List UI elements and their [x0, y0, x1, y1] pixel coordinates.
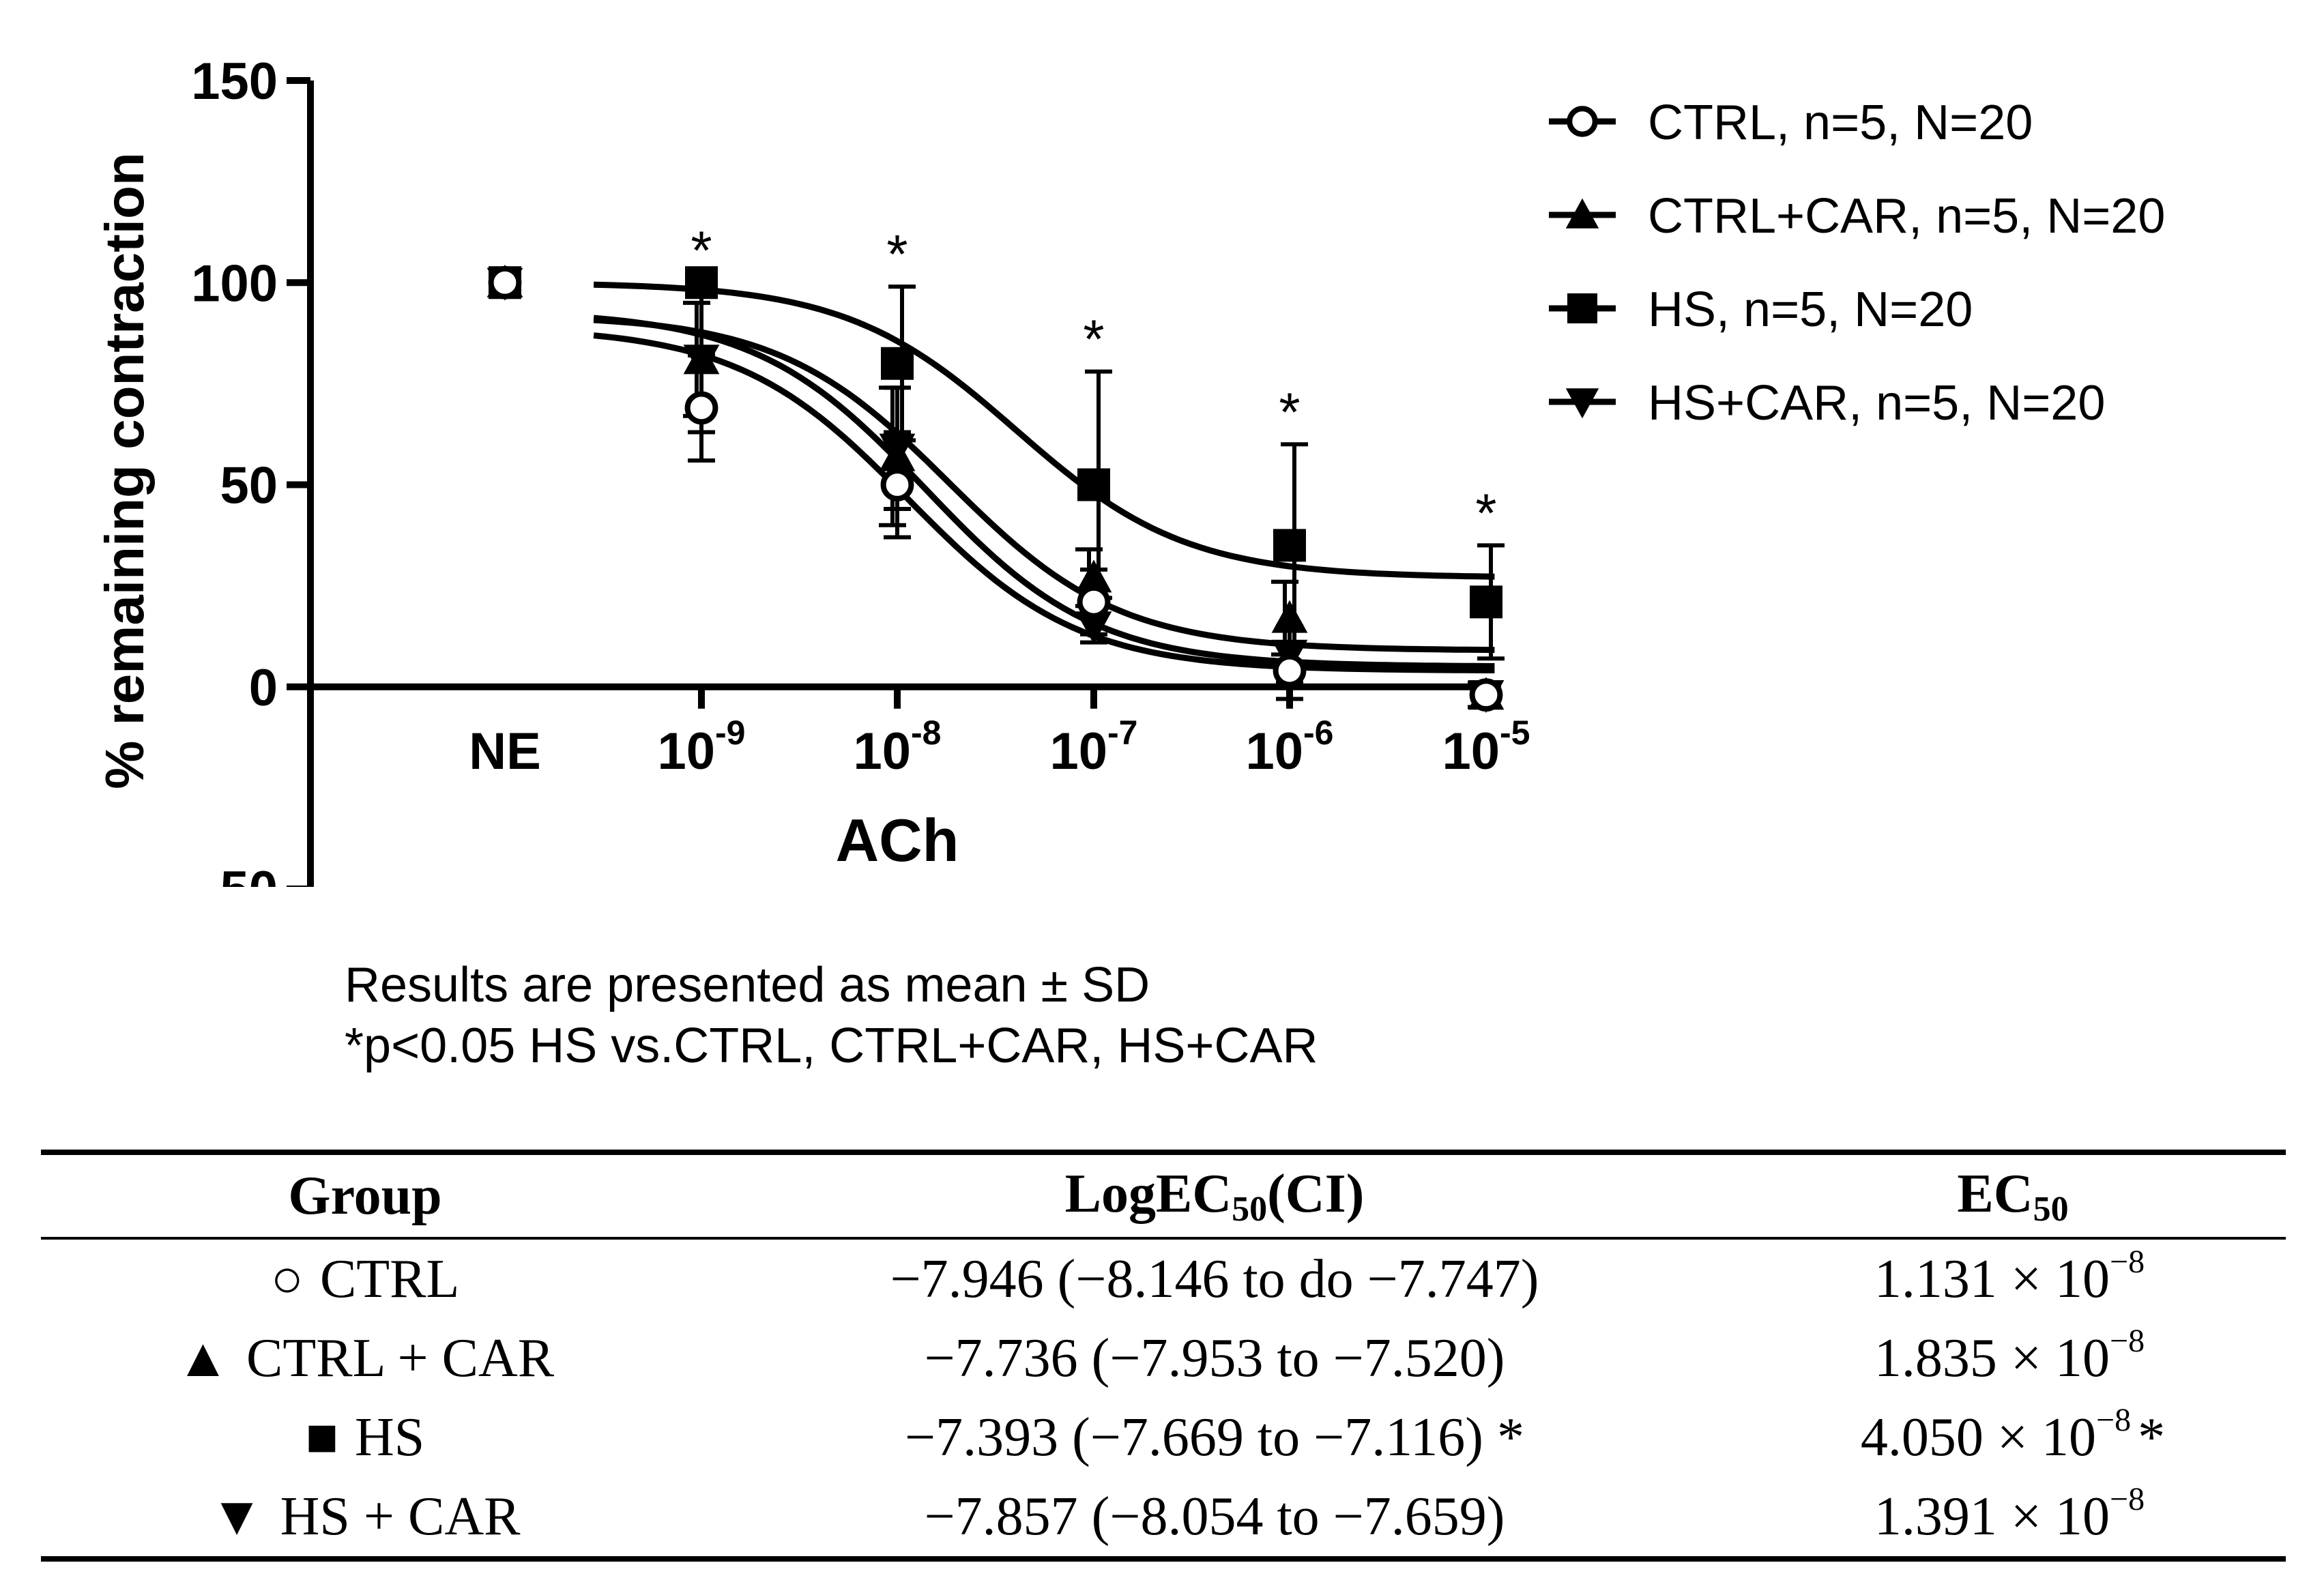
ec50-base: 1.131 × 10 — [1874, 1248, 2110, 1309]
ec50-table: Group LogEC50(CI) EC50 ○ CTRL −7.946 (−8.… — [41, 1150, 2286, 1562]
ec50-base: 1.391 × 10 — [1874, 1486, 2110, 1547]
ec50-exponent: −8 — [2110, 1480, 2145, 1517]
data-point-triangle-down — [683, 345, 720, 378]
cell-ec50: 1.835 × 10−8 — [1740, 1319, 2286, 1398]
note-line-1: Results are presented as mean ± SD — [345, 958, 1150, 1012]
triangle-up-icon: ▲ — [175, 1328, 231, 1388]
group-label: HS + CAR — [280, 1486, 521, 1547]
significance-star: * — [1279, 381, 1300, 442]
table-row: ▲ CTRL + CAR −7.736 (−7.953 to −7.520) 1.… — [41, 1319, 2286, 1398]
cell-logec50: −7.393 (−7.669 to −7.116) * — [905, 1407, 1524, 1467]
significance-star: * — [1083, 309, 1104, 370]
cell-logec50: −7.857 (−8.054 to −7.659) — [924, 1486, 1505, 1547]
cell-group: ■ HS — [41, 1398, 689, 1477]
ec50-base: 1.835 × 10 — [1874, 1328, 2110, 1388]
group-label: HS — [355, 1407, 425, 1467]
fit-curve — [593, 332, 1495, 673]
significance-star: * — [1475, 482, 1496, 543]
data-point-square — [1273, 529, 1306, 562]
fit-curve — [593, 281, 1495, 580]
significance-stars: * * * * * — [691, 220, 1496, 543]
table-row: ○ CTRL −7.946 (−8.146 to do −7.747) 1.131… — [41, 1238, 2286, 1319]
group-label: CTRL — [319, 1248, 460, 1309]
ec50-suffix: * — [2138, 1407, 2166, 1467]
cell-group: ▼ HS + CAR — [41, 1477, 689, 1559]
x-tick-label: NE — [469, 722, 541, 780]
cell-logec50: −7.736 (−7.953 to −7.520) — [924, 1328, 1505, 1388]
legend-marker-triangle-down — [1565, 388, 1599, 419]
legend-label: HS+CAR, n=5, N=20 — [1648, 376, 2105, 430]
table-row: ■ HS −7.393 (−7.669 to −7.116) * 4.050 × … — [41, 1398, 2286, 1477]
legend-label: CTRL, n=5, N=20 — [1648, 96, 2033, 150]
cell-group: ▲ CTRL + CAR — [41, 1319, 689, 1398]
cell-logec50: −7.946 (−8.146 to do −7.747) — [890, 1248, 1539, 1309]
header-ec50-prefix: EC — [1957, 1163, 2033, 1224]
fit-curve — [593, 315, 1495, 669]
legend-label: HS, n=5, N=20 — [1648, 282, 1973, 337]
x-axis-title: ACh — [836, 806, 959, 874]
data-point-triangle-down — [879, 433, 916, 467]
legend: CTRL, n=5, N=20 CTRL+CAR, n=5, N=20 HS, n=… — [1549, 96, 2165, 430]
header-logec50-sub: 50 — [1232, 1189, 1268, 1229]
fit-curves — [593, 281, 1495, 673]
y-tick-label: -50 — [203, 861, 278, 887]
data-markers — [486, 264, 1505, 713]
ec50-exponent: −8 — [2110, 1243, 2145, 1280]
y-tick-label: 50 — [220, 457, 278, 515]
y-tick-label: 100 — [191, 254, 278, 312]
legend-marker-square — [1567, 293, 1597, 323]
circle-open-icon: ○ — [270, 1248, 304, 1309]
table-header-row: Group LogEC50(CI) EC50 — [41, 1152, 2286, 1238]
cell-ec50: 4.050 × 10−8 * — [1740, 1398, 2286, 1477]
x-tick-label: 10-8 — [853, 714, 941, 780]
dose-response-chart: -50 0 50 100 150 NE 10-9 10-8 10-7 10-6 10-5 ACh % r… — [94, 53, 2165, 887]
data-point-circle-open — [488, 265, 522, 299]
ec50-exponent: −8 — [2096, 1401, 2132, 1438]
data-point-square — [685, 266, 718, 299]
x-tick-label: 10-6 — [1245, 714, 1333, 780]
header-group: Group — [288, 1165, 442, 1226]
chart-axes: -50 0 50 100 150 NE 10-9 10-8 10-7 10-6 10-5 ACh % r… — [94, 53, 1530, 887]
ec50-exponent: −8 — [2110, 1322, 2145, 1359]
data-point-square — [881, 347, 914, 380]
header-logec50-prefix: LogEC — [1064, 1163, 1232, 1224]
cell-ec50: 1.131 × 10−8 — [1740, 1238, 2286, 1319]
cell-group: ○ CTRL — [41, 1238, 689, 1319]
legend-marker-circle-open — [1567, 106, 1598, 137]
data-point-circle-open — [1273, 654, 1307, 688]
data-point-square — [1470, 585, 1502, 619]
header-logec50: LogEC50(CI) — [689, 1152, 1740, 1238]
header-logec50-suffix: (CI) — [1267, 1163, 1365, 1224]
ec50-base: 4.050 × 10 — [1860, 1407, 2097, 1467]
data-point-triangle-up — [1075, 559, 1112, 593]
header-ec50: EC50 — [1740, 1152, 2286, 1238]
data-point-circle-open — [684, 391, 718, 425]
square-icon: ■ — [305, 1407, 339, 1467]
significance-star: * — [691, 220, 712, 280]
data-point-triangle-up — [1271, 600, 1308, 633]
x-tick-label: 10-9 — [657, 714, 745, 780]
data-point-square — [1077, 468, 1110, 501]
header-ec50-sub: 50 — [2033, 1189, 2069, 1229]
data-point-triangle-down — [1075, 611, 1112, 645]
cell-ec50: 1.391 × 10−8 — [1740, 1477, 2286, 1559]
note-line-2: *p<0.05 HS vs.CTRL, CTRL+CAR, HS+CAR — [345, 1019, 1318, 1073]
x-tick-label: 10-5 — [1442, 714, 1530, 780]
legend-marker-triangle-up — [1565, 198, 1599, 229]
data-point-circle-open — [1469, 678, 1503, 712]
y-tick-label: 150 — [191, 53, 278, 111]
group-label: CTRL + CAR — [246, 1328, 555, 1388]
data-point-circle-open — [880, 468, 914, 501]
y-tick-label: 0 — [249, 659, 278, 717]
y-axis-title: % remaining contraction — [94, 152, 155, 789]
fit-curve — [593, 317, 1495, 654]
triangle-down-icon: ▼ — [209, 1486, 264, 1547]
table-row: ▼ HS + CAR −7.857 (−8.054 to −7.659) 1.39… — [41, 1477, 2286, 1559]
x-tick-label: 10-7 — [1049, 714, 1137, 780]
data-point-circle-open — [1077, 585, 1111, 619]
legend-label: CTRL+CAR, n=5, N=20 — [1648, 189, 2165, 244]
significance-star: * — [886, 224, 907, 284]
